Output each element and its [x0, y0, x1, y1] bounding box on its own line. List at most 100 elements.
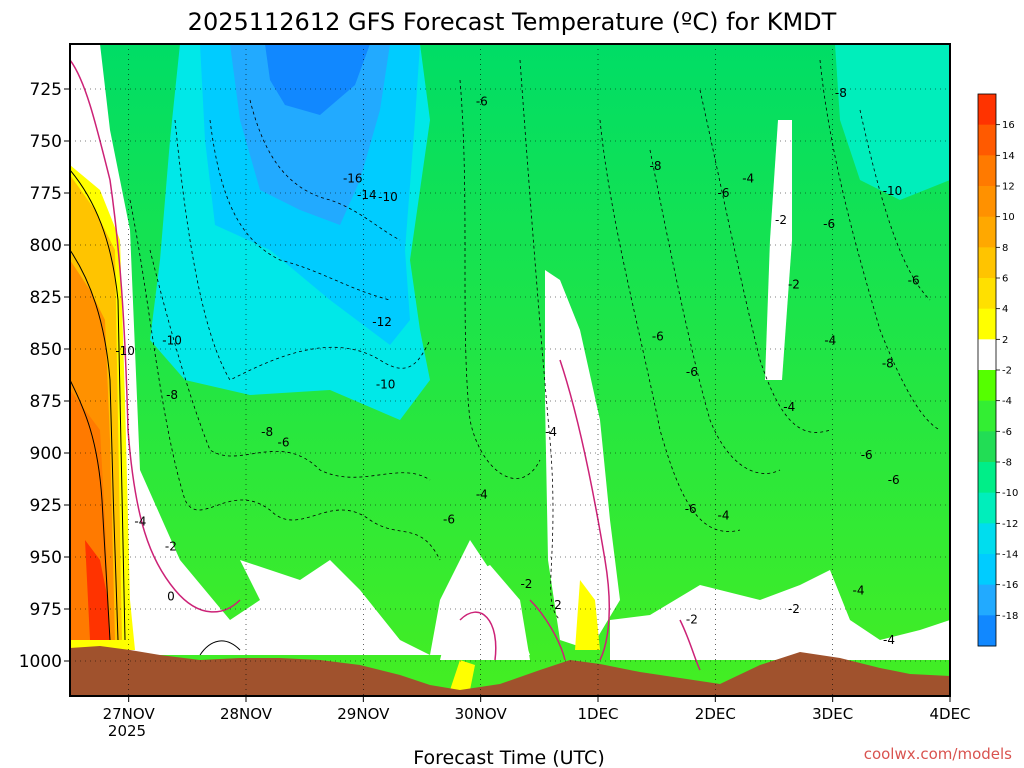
contour-label: -8 [835, 86, 847, 100]
y-tick-label: 850 [30, 340, 62, 360]
x-axis-title: Forecast Time (UTC) [413, 747, 604, 768]
contour-label: -14 [357, 188, 377, 202]
x-tick-label: 2DEC [695, 705, 736, 723]
y-tick-label: 775 [30, 184, 62, 204]
colorbar-swatch [978, 492, 996, 524]
warm-strip-2dec [765, 120, 792, 380]
warm-region-red [85, 540, 110, 640]
contour-label: -2 [788, 278, 800, 292]
colorbar-swatch [978, 186, 996, 218]
contour-label: -4 [742, 171, 754, 185]
cold-region-right [835, 44, 950, 200]
colorbar-swatch [978, 308, 996, 340]
contour-label: -4 [545, 425, 557, 439]
colorbar-label: 12 [1002, 182, 1015, 193]
colorbar-label: -18 [1002, 611, 1018, 622]
contour-label: -4 [852, 583, 864, 597]
x-tick-label: 3DEC [812, 705, 853, 723]
contour-label: -16 [343, 171, 363, 185]
terrain-ground [70, 646, 950, 696]
contour-label: -10 [883, 184, 903, 198]
contour-label: -6 [908, 273, 920, 287]
x-tick-label: 27NOV [103, 705, 156, 723]
plot-area [70, 44, 950, 696]
contour-label: -10 [162, 334, 182, 348]
y-tick-label: 750 [30, 132, 62, 152]
contour-label: -6 [686, 365, 698, 379]
contour-labels: -16-14 -10-12-10-10-10-8-8-6-4-20-6-6-4-4… [115, 86, 920, 647]
colorbar-swatch [978, 124, 996, 156]
contour-label: -6 [888, 473, 900, 487]
contour-label: -4 [134, 515, 146, 529]
colorbar-label: -8 [1002, 458, 1012, 469]
colorbar-swatch [978, 584, 996, 616]
y-tick-label: 950 [30, 548, 62, 568]
colorbar-label: -12 [1002, 519, 1018, 530]
contour-label: -10 [378, 190, 398, 204]
colorbar-label: -10 [1002, 488, 1018, 499]
colorbar-swatch [978, 554, 996, 586]
contour-label: -8 [166, 388, 178, 402]
colorbar-label: 14 [1002, 151, 1015, 162]
colorbar-swatch [978, 278, 996, 310]
cold-region-darkblue [265, 44, 370, 115]
colorbar-swatch [978, 155, 996, 187]
colorbar-label: -4 [1002, 396, 1012, 407]
contour-label: -10 [376, 377, 396, 391]
warm-contours [70, 169, 241, 656]
warm-spike-1dec [545, 270, 620, 650]
colorbar: 16 14 12 10 8 6 4 2 -2 -4 -6 -8 -10 -12 -14 -16 -18 [977, 93, 1018, 647]
colorbar-swatch [978, 615, 996, 647]
contour-label: -8 [650, 159, 662, 173]
warm-yellow-30nov [450, 660, 475, 690]
contour-label: -2 [775, 213, 787, 227]
warm-pocket-30nov [440, 565, 530, 660]
y-tick-label: 1000 [19, 652, 62, 672]
contour-label: -2 [520, 577, 532, 591]
warm-spike-yellow [575, 580, 600, 650]
contour-label: -10 [115, 344, 135, 358]
y-tick-label: 875 [30, 392, 62, 412]
contour-label: -4 [824, 334, 836, 348]
colorbar-label: 2 [1002, 335, 1008, 346]
colorbar-swatch [978, 431, 996, 463]
colorbar-label: 10 [1002, 212, 1015, 223]
contour-label: -2 [686, 612, 698, 626]
colorbar-swatch [978, 216, 996, 248]
colorbar-label: -16 [1002, 580, 1018, 591]
warm-lowlevel-right [610, 570, 950, 660]
x-tick-label: 1DEC [577, 705, 618, 723]
colorbar-swatch [978, 523, 996, 555]
colorbar-swatch [978, 462, 996, 494]
colorbar-label: -2 [1002, 366, 1012, 377]
y-axis: 725 750 775 800 825 850 875 900 925 950 975 1000 [19, 80, 70, 672]
x-tick-label: 30NOV [455, 705, 508, 723]
x-tick-label: 29NOV [337, 705, 390, 723]
chart-title: 2025112612 GFS Forecast Temperature (ºC)… [188, 8, 837, 36]
colorbar-label: 6 [1002, 274, 1008, 285]
contour-label: -4 [476, 488, 488, 502]
contour-label: 0 [167, 590, 175, 604]
contour-label: -4 [883, 633, 895, 647]
x-axis-year-label: 2025 [108, 722, 146, 740]
y-tick-label: 975 [30, 600, 62, 620]
contour-label: -6 [652, 330, 664, 344]
colorbar-swatch [978, 94, 996, 126]
contour-lines-dashed [129, 59, 941, 621]
freezing-contour [70, 59, 701, 671]
colorbar-swatch [978, 370, 996, 402]
colorbar-swatch [978, 400, 996, 432]
contour-label: -6 [476, 94, 488, 108]
contour-label: -6 [443, 513, 455, 527]
plot-frame [69, 43, 951, 697]
x-tick-label: 28NOV [220, 705, 273, 723]
colorbar-label: -6 [1002, 427, 1012, 438]
contour-label: -6 [823, 217, 835, 231]
y-tick-label: 925 [30, 496, 62, 516]
x-tick-label: 4DEC [929, 705, 970, 723]
contour-label: -4 [783, 400, 795, 414]
colorbar-label: 8 [1002, 243, 1008, 254]
x-axis: 27NOV 28NOV 29NOV 30NOV 1DEC 2DEC 3DEC 4DEC [103, 696, 971, 723]
y-tick-label: 825 [30, 288, 62, 308]
